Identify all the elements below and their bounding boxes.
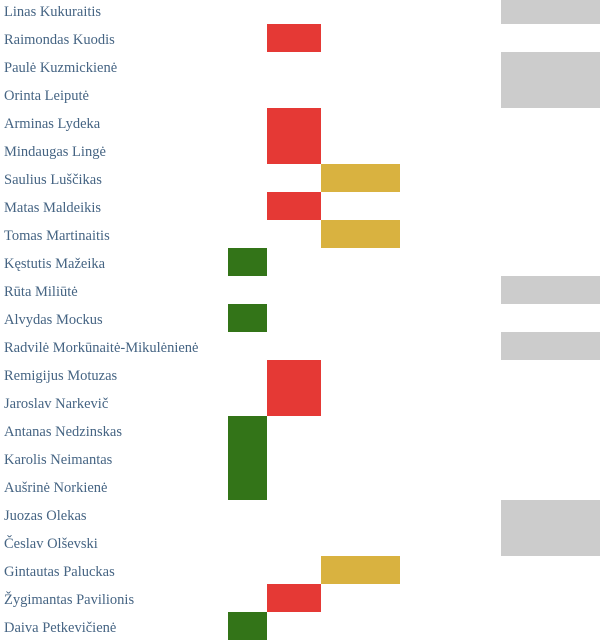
status-cell-gray (501, 332, 600, 360)
member-name: Radvilė Morkūnaitė-Mikulėnienė (4, 340, 199, 356)
status-cell-red (267, 388, 321, 416)
list-item: Daiva Petkevičienė (0, 612, 600, 640)
list-item: Rūta Miliūtė (0, 276, 600, 304)
status-cell-yellow (321, 164, 400, 192)
status-cell-red (267, 136, 321, 164)
status-cell-gray (501, 0, 600, 24)
list-item: Raimondas Kuodis (0, 24, 600, 52)
member-name: Juozas Olekas (4, 508, 87, 524)
member-name: Daiva Petkevičienė (4, 620, 117, 636)
member-name: Kęstutis Mažeika (4, 256, 106, 272)
status-cell-yellow (321, 556, 400, 584)
status-cell-gray (501, 52, 600, 80)
status-cell-green (228, 248, 267, 276)
member-name: Karolis Neimantas (4, 452, 113, 468)
member-name: Mindaugas Lingė (4, 144, 106, 160)
member-name: Matas Maldeikis (4, 200, 102, 216)
list-item: Alvydas Mockus (0, 304, 600, 332)
member-name: Žygimantas Pavilionis (4, 592, 135, 608)
member-name: Arminas Lydeka (4, 116, 101, 132)
list-item: Gintautas Paluckas (0, 556, 600, 584)
status-cell-red (267, 24, 321, 52)
status-cell-red (267, 584, 321, 612)
member-name: Orinta Leiputė (4, 88, 89, 104)
list-item: Jaroslav Narkevič (0, 388, 600, 416)
list-item: Antanas Nedzinskas (0, 416, 600, 444)
list-item: Tomas Martinaitis (0, 220, 600, 248)
status-cell-green (228, 304, 267, 332)
list-item: Aušrinė Norkienė (0, 472, 600, 500)
status-cell-red (267, 360, 321, 388)
member-name: Gintautas Paluckas (4, 564, 115, 580)
member-name: Tomas Martinaitis (4, 228, 110, 244)
list-item: Orinta Leiputė (0, 80, 600, 108)
member-name: Paulė Kuzmickienė (4, 60, 118, 76)
status-cell-yellow (321, 220, 400, 248)
status-cell-gray (501, 276, 600, 304)
member-name: Rūta Miliūtė (4, 284, 78, 300)
member-name: Saulius Luščikas (4, 172, 102, 188)
list-item: Radvilė Morkūnaitė-Mikulėnienė (0, 332, 600, 360)
status-cell-red (267, 108, 321, 136)
status-cell-red (267, 192, 321, 220)
member-name: Česlav Olševski (4, 536, 98, 552)
status-cell-green (228, 612, 267, 640)
member-name: Jaroslav Narkevič (4, 396, 109, 412)
list-item: Linas Kukuraitis (0, 0, 600, 24)
member-name: Antanas Nedzinskas (4, 424, 122, 440)
list-item: Paulė Kuzmickienė (0, 52, 600, 80)
status-cell-gray (501, 500, 600, 528)
list-item: Saulius Luščikas (0, 164, 600, 192)
list-item: Česlav Olševski (0, 528, 600, 556)
member-name: Raimondas Kuodis (4, 32, 115, 48)
member-name: Aušrinė Norkienė (4, 480, 108, 496)
member-name: Alvydas Mockus (4, 312, 103, 328)
list-item: Juozas Olekas (0, 500, 600, 528)
status-cell-gray (501, 528, 600, 556)
list-item: Karolis Neimantas (0, 444, 600, 472)
member-name: Remigijus Motuzas (4, 368, 118, 384)
status-cell-green (228, 472, 267, 500)
list-item: Remigijus Motuzas (0, 360, 600, 388)
status-cell-gray (501, 80, 600, 108)
status-cell-green (228, 416, 267, 444)
list-item: Matas Maldeikis (0, 192, 600, 220)
status-cell-green (228, 444, 267, 472)
list-item: Žygimantas Pavilionis (0, 584, 600, 612)
list-item: Mindaugas Lingė (0, 136, 600, 164)
list-item: Kęstutis Mažeika (0, 248, 600, 276)
list-item: Arminas Lydeka (0, 108, 600, 136)
member-name: Linas Kukuraitis (4, 4, 102, 20)
